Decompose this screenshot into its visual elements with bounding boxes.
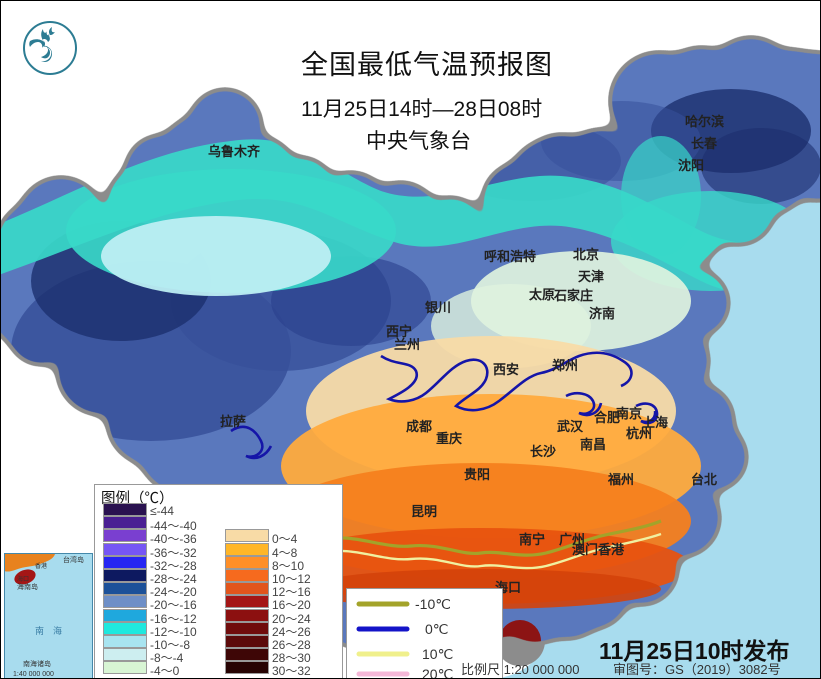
svg-text:南海诸岛: 南海诸岛 (23, 659, 51, 668)
svg-text:1:40 000 000: 1:40 000 000 (13, 671, 54, 678)
svg-text:海口: 海口 (17, 575, 29, 583)
svg-text:南 海: 南 海 (35, 625, 62, 636)
svg-text:台湾岛: 台湾岛 (63, 555, 84, 564)
svg-text:海南岛: 海南岛 (17, 582, 38, 591)
svg-text:香港: 香港 (35, 562, 47, 570)
